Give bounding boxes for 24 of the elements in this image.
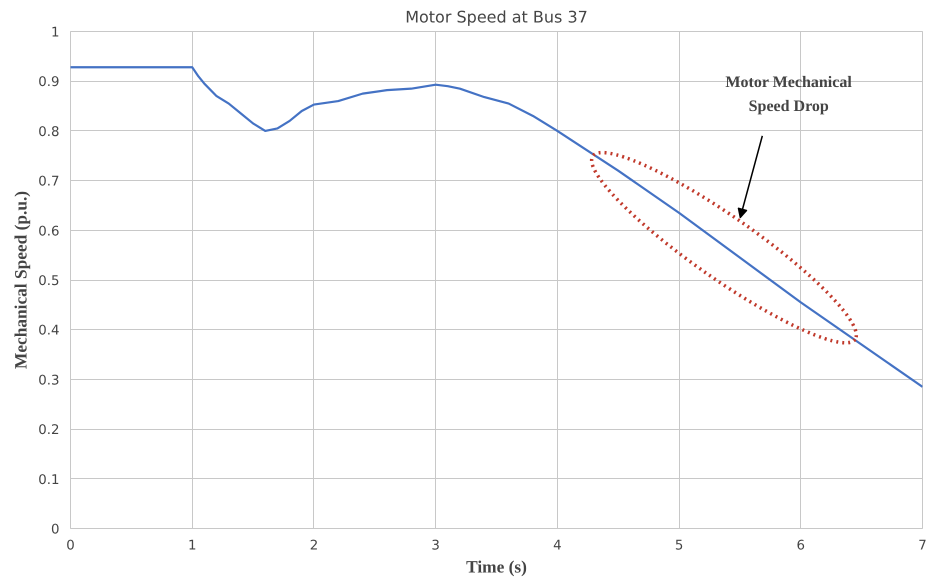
y-tick-label: 0.6 xyxy=(38,224,60,240)
x-tick-label: 1 xyxy=(188,538,196,554)
x-tick-label: 5 xyxy=(674,538,684,554)
chart-title: Motor Speed at Bus 37 xyxy=(405,8,588,26)
y-tick-label: 0.2 xyxy=(38,423,60,438)
y-tick-label: 0 xyxy=(51,522,60,538)
y-tick-label: 0.5 xyxy=(38,274,60,289)
x-tick-label: 7 xyxy=(918,538,927,554)
x-tick-label: 4 xyxy=(553,538,562,554)
x-tick-label: 0 xyxy=(66,538,75,554)
x-tick-label: 6 xyxy=(796,538,806,554)
x-tick-label: 3 xyxy=(431,538,440,554)
y-tick-label: 0.9 xyxy=(38,75,60,90)
y-tick-label: 0.7 xyxy=(38,174,60,190)
y-tick-label: 0.4 xyxy=(38,324,60,339)
y-tick-label: 0.3 xyxy=(38,373,60,388)
y-axis-title: Mechanical Speed (p.u.) xyxy=(11,190,30,370)
line-series xyxy=(70,66,922,388)
y-tick-label: 0.1 xyxy=(38,472,60,488)
x-tick-label: 2 xyxy=(310,538,318,554)
y-tick-label: 0.8 xyxy=(38,124,60,140)
annotation: Motor Mechanical Speed Drop xyxy=(725,74,852,115)
y-tick-label: 1 xyxy=(51,26,60,40)
x-axis-title: Time (s) xyxy=(466,558,528,576)
